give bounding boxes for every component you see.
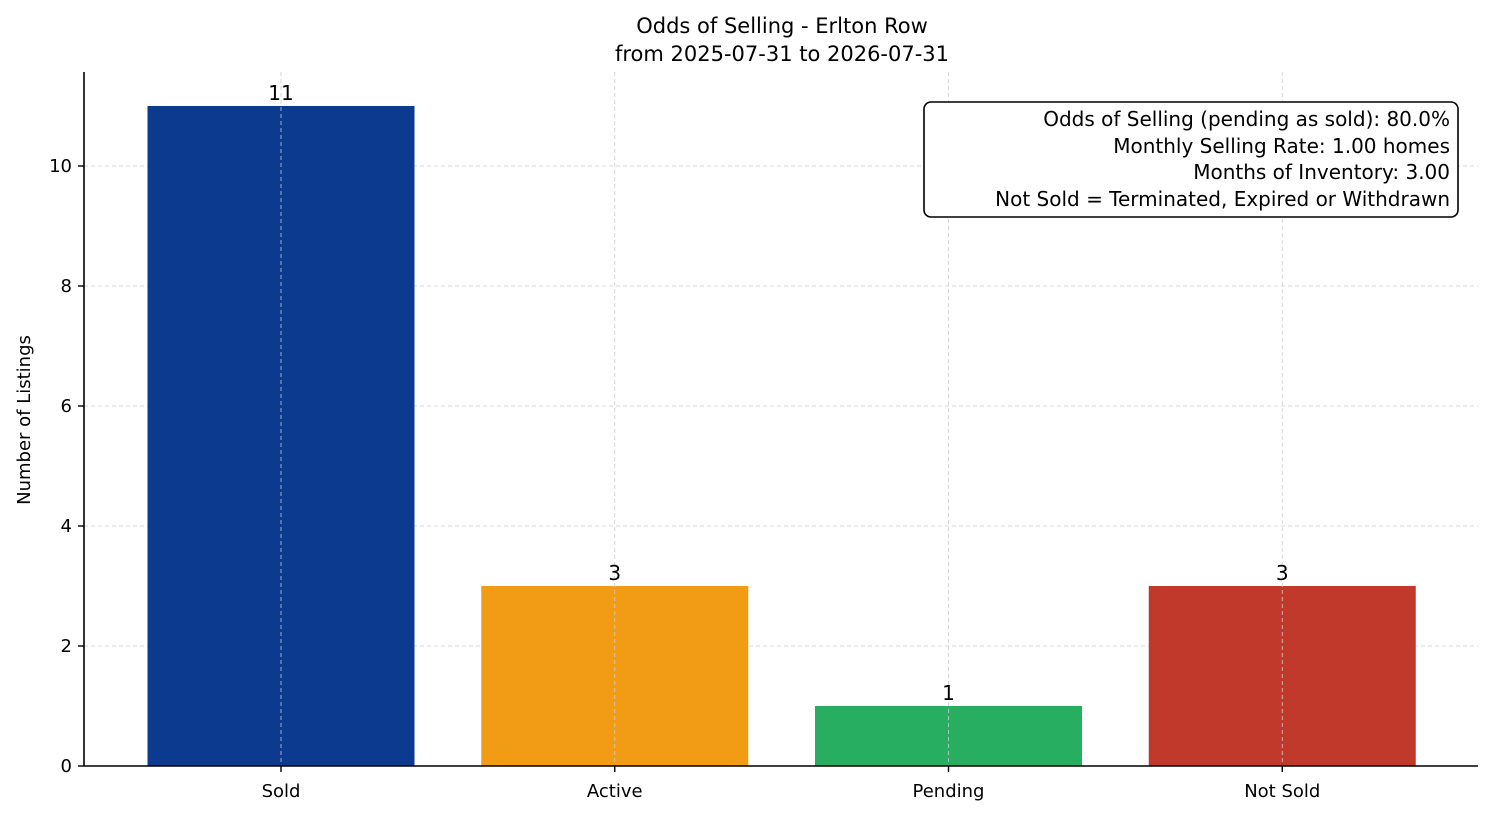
y-tick-label: 6 bbox=[61, 396, 72, 417]
y-axis-label: Number of Listings bbox=[14, 335, 35, 505]
bar-value-label: 3 bbox=[608, 561, 621, 585]
bar-value-label: 1 bbox=[942, 681, 955, 705]
y-tick-label: 8 bbox=[61, 276, 72, 297]
chart-title: Odds of Selling - Erlton Row bbox=[636, 14, 928, 38]
annotation-line-rate: Monthly Selling Rate: 1.00 homes bbox=[1113, 134, 1450, 158]
bar-pending bbox=[815, 706, 1082, 766]
x-axis-ticks: Sold Active Pending Not Sold bbox=[262, 766, 1320, 802]
annotation-line-inventory: Months of Inventory: 3.00 bbox=[1193, 160, 1450, 184]
y-tick-label: 0 bbox=[61, 756, 72, 777]
stats-annotation-box: Odds of Selling (pending as sold): 80.0%… bbox=[923, 101, 1459, 218]
bar-value-label: 11 bbox=[268, 81, 293, 105]
x-tick-label: Not Sold bbox=[1244, 781, 1320, 802]
annotation-line-odds: Odds of Selling (pending as sold): 80.0% bbox=[1043, 107, 1450, 131]
x-tick-label: Active bbox=[587, 781, 643, 802]
y-tick-label: 10 bbox=[49, 156, 72, 177]
x-tick-label: Sold bbox=[262, 781, 301, 802]
annotation-frame bbox=[923, 101, 1459, 218]
y-tick-label: 2 bbox=[61, 636, 72, 657]
chart-subtitle: from 2025-07-31 to 2026-07-31 bbox=[615, 42, 949, 66]
annotation-line-definition: Not Sold = Terminated, Expired or Withdr… bbox=[995, 187, 1450, 211]
bar-value-label: 3 bbox=[1276, 561, 1289, 585]
y-axis-ticks: 0 2 4 6 8 10 bbox=[49, 156, 84, 777]
data-labels: 11 3 1 3 bbox=[268, 81, 1288, 705]
x-tick-label: Pending bbox=[913, 781, 985, 802]
y-tick-label: 4 bbox=[61, 516, 72, 537]
